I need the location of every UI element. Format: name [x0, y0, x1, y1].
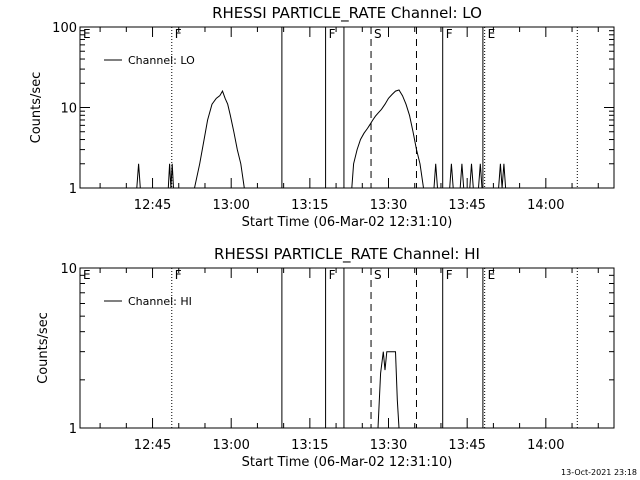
x-tick-label: 13:30 — [370, 198, 407, 213]
x-tick-label: 14:00 — [527, 438, 564, 453]
event-marker-label: F — [175, 27, 182, 41]
y-tick-label: 10 — [60, 102, 77, 117]
event-marker-label: F — [329, 268, 336, 282]
x-axis-label: Start Time (06-Mar-02 12:31:10) — [242, 455, 453, 470]
event-marker-label: E — [488, 268, 496, 282]
y-tick-label: 1 — [69, 422, 77, 437]
x-tick-label: 13:00 — [212, 198, 249, 213]
y-tick-label: 10 — [60, 262, 77, 277]
y-axis-label: Counts/sec — [29, 72, 44, 144]
x-tick-label: 13:15 — [291, 438, 328, 453]
chart-panel-hi: RHESSI PARTICLE_RATE Channel: HI 1 10 Count… — [36, 245, 615, 470]
x-tick-label: 12:45 — [134, 438, 171, 453]
chart-panel-lo: RHESSI PARTICLE_RATE Channel: LO 1 10 100 Co… — [29, 4, 615, 230]
event-marker-label: F — [446, 27, 453, 41]
x-tick-label: 13:30 — [370, 438, 407, 453]
chart-title: RHESSI PARTICLE_RATE Channel: LO — [212, 4, 482, 23]
event-marker-label: F — [175, 268, 182, 282]
x-axis-label: Start Time (06-Mar-02 12:31:10) — [242, 215, 453, 230]
plot-frame — [79, 267, 615, 429]
x-tick-label: 13:45 — [448, 438, 485, 453]
x-tick-label: 13:15 — [291, 198, 328, 213]
x-tick-label: 12:45 — [134, 198, 171, 213]
plot-frame — [79, 26, 615, 189]
event-marker-label: E — [83, 27, 91, 41]
legend-label: Channel: HI — [128, 295, 192, 308]
event-marker-label: E — [488, 27, 496, 41]
chart-title: RHESSI PARTICLE_RATE Channel: HI — [214, 245, 480, 264]
series-line — [377, 351, 400, 429]
y-axis-label: Counts/sec — [36, 312, 51, 384]
legend-label: Channel: LO — [128, 54, 195, 67]
event-marker-label: F — [446, 268, 453, 282]
event-marker-label: S — [374, 27, 382, 41]
x-tick-label: 14:00 — [527, 198, 564, 213]
plot-timestamp: 13-Oct-2021 23:18 — [561, 468, 637, 477]
series-line — [136, 89, 507, 189]
event-marker-label: E — [83, 268, 91, 282]
y-tick-label: 100 — [52, 21, 77, 36]
event-marker-label: F — [329, 27, 336, 41]
y-tick-label: 1 — [69, 182, 77, 197]
event-marker-label: S — [374, 268, 382, 282]
x-tick-label: 13:45 — [448, 198, 485, 213]
x-tick-label: 13:00 — [212, 438, 249, 453]
